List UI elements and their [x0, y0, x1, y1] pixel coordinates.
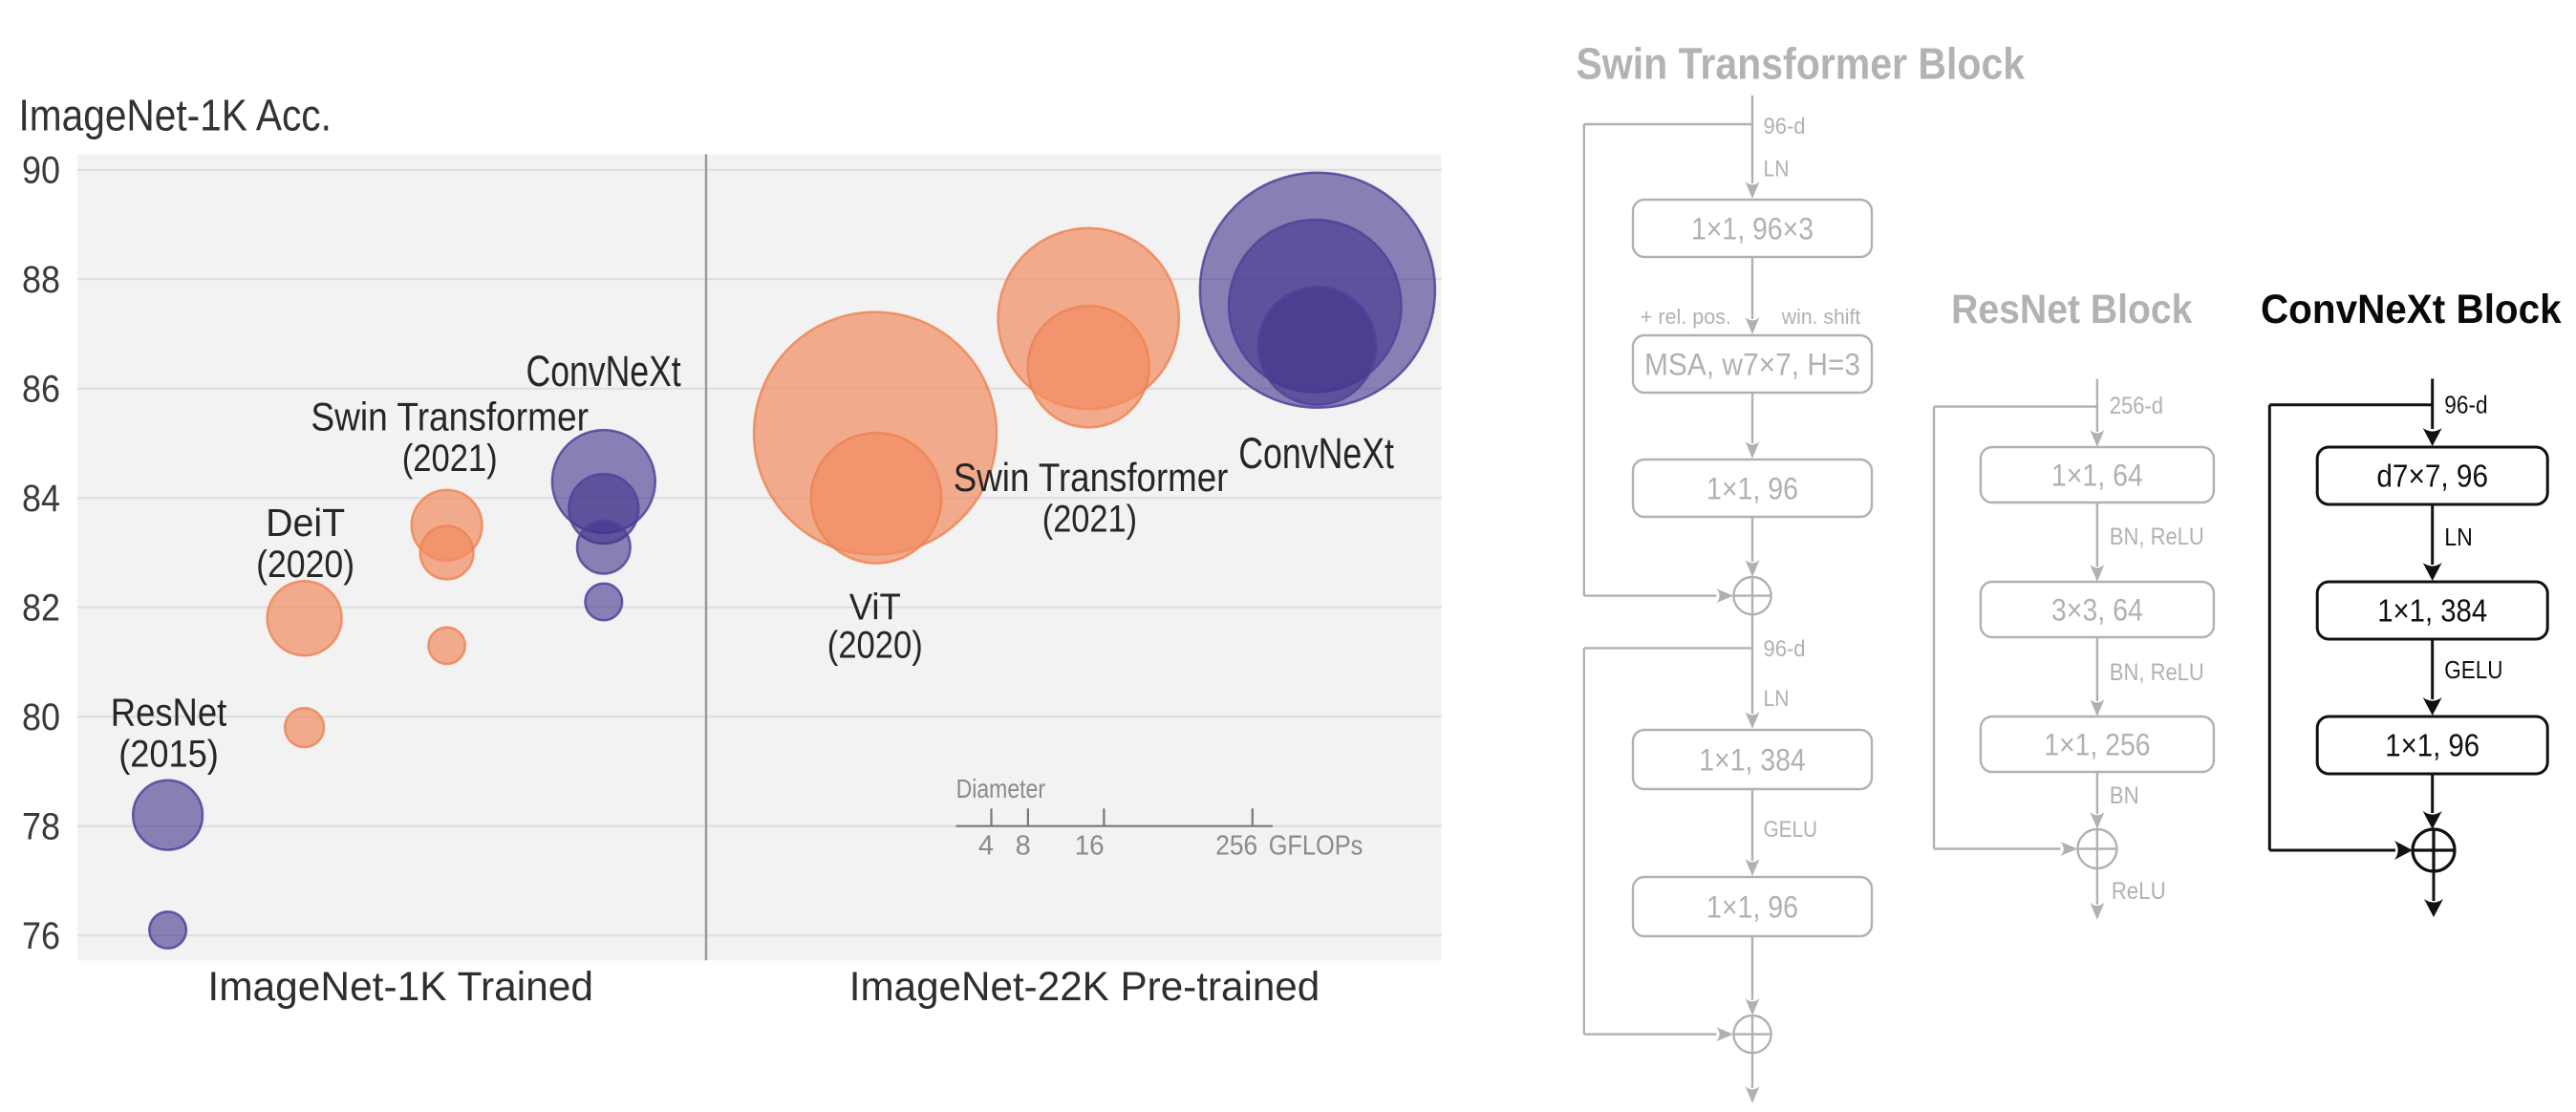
svg-text:ReLU: ReLU: [2112, 878, 2166, 905]
svg-text:MSA, w7×7, H=3: MSA, w7×7, H=3: [1644, 348, 1860, 382]
svg-text:+ rel. pos.: + rel. pos.: [1641, 305, 1731, 329]
svg-text:ViT: ViT: [849, 588, 901, 629]
svg-text:76: 76: [22, 915, 60, 957]
svg-text:86: 86: [22, 369, 60, 411]
svg-text:82: 82: [22, 588, 60, 630]
svg-text:1×1, 384: 1×1, 384: [2377, 593, 2487, 629]
svg-text:GELU: GELU: [1764, 817, 1818, 843]
svg-text:DeiT: DeiT: [266, 501, 345, 545]
svg-text:256: 256: [1215, 831, 1257, 862]
svg-text:Swin Transformer Block: Swin Transformer Block: [1576, 38, 2025, 88]
svg-text:d7×7, 96: d7×7, 96: [2376, 459, 2488, 494]
svg-text:90: 90: [22, 150, 60, 192]
svg-text:ImageNet-22K Pre-trained: ImageNet-22K Pre-trained: [849, 964, 1320, 1010]
svg-text:1×1, 64: 1×1, 64: [2051, 459, 2143, 493]
svg-text:BN, ReLU: BN, ReLU: [2110, 659, 2204, 686]
svg-text:96-d: 96-d: [1764, 636, 1806, 662]
svg-text:Diameter: Diameter: [956, 774, 1045, 803]
svg-text:GELU: GELU: [2444, 655, 2502, 684]
svg-text:ConvNeXt: ConvNeXt: [1238, 429, 1394, 478]
svg-text:(2021): (2021): [1042, 499, 1137, 541]
svg-text:3×3, 64: 3×3, 64: [2051, 593, 2143, 628]
svg-text:(2021): (2021): [402, 438, 498, 480]
svg-text:BN, ReLU: BN, ReLU: [2110, 524, 2204, 550]
svg-text:ResNet Block: ResNet Block: [1951, 287, 2192, 332]
svg-text:78: 78: [22, 806, 60, 848]
svg-text:(2020): (2020): [827, 624, 923, 666]
svg-text:LN: LN: [1764, 686, 1790, 712]
svg-text:BN: BN: [2110, 782, 2139, 809]
svg-text:1×1, 96: 1×1, 96: [2385, 728, 2479, 763]
svg-text:1×1, 96×3: 1×1, 96×3: [1691, 212, 1814, 246]
svg-text:80: 80: [22, 696, 60, 738]
svg-text:1×1, 256: 1×1, 256: [2044, 728, 2150, 762]
svg-text:96-d: 96-d: [1764, 114, 1806, 139]
svg-text:4: 4: [978, 831, 994, 862]
svg-text:96-d: 96-d: [2444, 391, 2487, 419]
svg-text:ConvNeXt Block: ConvNeXt Block: [2261, 287, 2562, 332]
svg-text:ConvNeXt: ConvNeXt: [526, 347, 682, 396]
svg-text:Swin Transformer: Swin Transformer: [311, 395, 589, 439]
svg-text:win. shift: win. shift: [1781, 305, 1860, 329]
svg-text:8: 8: [1016, 831, 1031, 862]
svg-text:ResNet: ResNet: [111, 691, 227, 735]
svg-text:LN: LN: [2444, 523, 2473, 551]
svg-text:1×1, 384: 1×1, 384: [1699, 743, 1805, 778]
svg-text:1×1, 96: 1×1, 96: [1707, 472, 1798, 506]
svg-text:Swin Transformer: Swin Transformer: [954, 455, 1229, 500]
svg-text:88: 88: [22, 259, 60, 301]
svg-text:256-d: 256-d: [2110, 393, 2163, 419]
svg-text:ImageNet-1K Trained: ImageNet-1K Trained: [207, 964, 593, 1010]
svg-text:1×1, 96: 1×1, 96: [1707, 890, 1798, 925]
svg-text:(2015): (2015): [118, 733, 219, 775]
svg-text:16: 16: [1075, 831, 1105, 862]
svg-text:GFLOPs: GFLOPs: [1269, 831, 1363, 862]
svg-text:LN: LN: [1764, 157, 1790, 182]
svg-text:84: 84: [22, 478, 60, 520]
svg-text:(2020): (2020): [256, 544, 354, 586]
svg-text:ImageNet-1K Acc.: ImageNet-1K Acc.: [19, 90, 332, 139]
